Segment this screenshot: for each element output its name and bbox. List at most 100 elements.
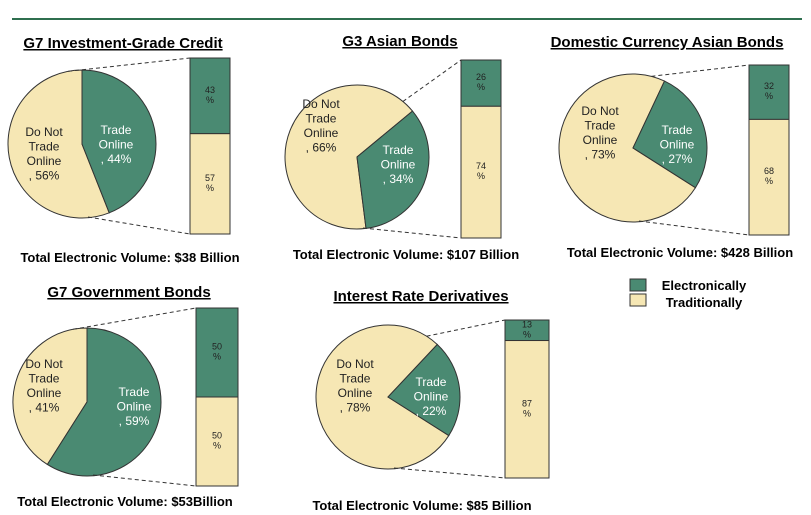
connector-top: [73, 307, 197, 330]
pie-slice-trade-online: [46, 327, 162, 477]
bar-label-traditional-line: 87: [522, 398, 532, 408]
total-volume: Total Electronic Volume: $428 Billion: [567, 245, 793, 260]
pie-label-trade-online-line: Trade: [662, 123, 693, 137]
connector-bottom: [638, 220, 750, 236]
bar-label-electronic-line: 13: [522, 319, 532, 329]
bar-label-electronic-line: %: [477, 82, 485, 92]
bar-label-electronic: 32%: [764, 81, 774, 101]
pie-slice-do-not-trade-online: [315, 324, 450, 470]
total-volume: Total Electronic Volume: $107 Billion: [293, 247, 519, 262]
pie-label-trade-online: Trade Online, 44%: [99, 123, 134, 166]
pie-label-trade-online-line: Online: [414, 390, 449, 404]
pie-slice-do-not-trade-online: [284, 84, 414, 230]
connector-top: [651, 64, 750, 77]
bar-label-electronic: 50%: [212, 342, 222, 362]
pie-label-do-not-trade-online-line: Online: [338, 386, 373, 400]
pie-label-do-not-trade-online-line: Do Not: [25, 125, 63, 139]
pie-label-do-not-trade-online-line: Do Not: [302, 97, 340, 111]
pie-label-trade-online-line: Trade: [383, 143, 414, 157]
pie-slice-trade-online: [81, 69, 157, 214]
legend-label-electronic: Electronically: [662, 278, 747, 293]
pie-label-do-not-trade-online-line: Do Not: [581, 104, 619, 118]
legend-label-traditional: Traditionally: [666, 295, 743, 310]
bar-label-traditional: 87%: [522, 398, 532, 418]
pie-label-trade-online-line: Online: [99, 138, 134, 152]
pie-label-trade-online-line: Trade: [119, 385, 150, 399]
connector-top: [402, 59, 462, 102]
pie-label-trade-online-line: , 44%: [101, 152, 132, 166]
pie-label-do-not-trade-online-line: Trade: [306, 112, 337, 126]
chart-title: Interest Rate Derivatives: [333, 288, 508, 305]
bar-label-electronic-line: 50: [212, 342, 222, 352]
bar-label-traditional-line: %: [523, 408, 531, 418]
bar-segment-traditional: [504, 340, 550, 479]
bar-segment-traditional: [189, 133, 231, 235]
pie-label-do-not-trade-online-line: Trade: [29, 140, 60, 154]
pie-label-trade-online: Trade Online, 34%: [381, 143, 416, 186]
pie-label-do-not-trade-online-line: Online: [304, 126, 339, 140]
bar-label-traditional: 50%: [212, 431, 222, 451]
connector-bottom: [87, 216, 191, 235]
bar-segment-electronic: [195, 307, 239, 398]
bar-label-traditional-line: 68: [764, 166, 774, 176]
pie-label-do-not-trade-online-line: Trade: [340, 372, 371, 386]
pie-label-do-not-trade-online-line: Trade: [585, 119, 616, 133]
pie-label-do-not-trade-online-line: , 41%: [29, 401, 60, 415]
chart-title: G7 Government Bonds: [47, 284, 210, 301]
pie-label-do-not-trade-online-line: , 73%: [585, 148, 616, 162]
pie-slice-trade-online: [632, 80, 708, 189]
pie-label-do-not-trade-online-line: Trade: [29, 372, 60, 386]
pie-label-trade-online-line: Online: [660, 138, 695, 152]
pie-label-do-not-trade-online: Do Not Trade Online, 73%: [581, 104, 619, 162]
connector-top: [68, 57, 191, 72]
bar-segment-traditional: [748, 118, 790, 236]
total-volume: Total Electronic Volume: $85 Billion: [312, 498, 531, 513]
bar-label-electronic: 13%: [522, 319, 532, 339]
bar-label-traditional-line: 57: [205, 173, 215, 183]
bar-label-electronic-line: 43: [205, 85, 215, 95]
pie-slice-do-not-trade-online: [7, 69, 110, 219]
pie-label-trade-online-line: , 22%: [416, 404, 447, 418]
pie-label-do-not-trade-online-line: Online: [27, 386, 62, 400]
pie-label-do-not-trade-online-line: , 56%: [29, 169, 60, 183]
pie-label-trade-online-line: Trade: [416, 375, 447, 389]
bar-label-electronic: 43%: [205, 85, 215, 105]
bar-label-traditional-line: %: [213, 441, 221, 451]
pie-label-do-not-trade-online-line: Do Not: [336, 357, 374, 371]
pie-label-trade-online: Trade Online, 22%: [414, 375, 449, 418]
bar-label-traditional-line: 74: [476, 161, 486, 171]
bar-segment-electronic: [460, 59, 502, 107]
pie-label-do-not-trade-online-line: , 66%: [306, 141, 337, 155]
bar-label-traditional: 68%: [764, 166, 774, 186]
pie-label-do-not-trade-online-line: Online: [583, 133, 618, 147]
legend-swatch-electronic: [629, 278, 647, 292]
connector-bottom: [393, 467, 506, 479]
bar-label-traditional-line: %: [206, 183, 214, 193]
pie-label-do-not-trade-online-line: Online: [27, 154, 62, 168]
connector-bottom: [362, 227, 462, 239]
bar-label-electronic-line: 32: [764, 81, 774, 91]
pie-label-do-not-trade-online-line: , 78%: [340, 401, 371, 415]
pie-label-do-not-trade-online: Do Not Trade Online, 56%: [25, 125, 63, 183]
chart-title: Domestic Currency Asian Bonds: [551, 34, 784, 51]
bar-label-electronic: 26%: [476, 72, 486, 92]
legend: Electronically Traditionally: [629, 278, 747, 310]
bar-label-electronic-line: %: [765, 91, 773, 101]
bar-label-traditional-line: %: [477, 171, 485, 181]
bar-segment-traditional: [195, 396, 239, 487]
bar-label-electronic-line: %: [206, 95, 214, 105]
pie-slice-trade-online: [356, 110, 430, 229]
pie-label-trade-online-line: Online: [381, 158, 416, 172]
pie-label-do-not-trade-online: Do Not Trade Online, 66%: [302, 97, 340, 155]
pie-label-trade-online: Trade Online, 27%: [660, 123, 695, 166]
pie-label-trade-online-line: , 34%: [383, 172, 414, 186]
connector-bottom: [92, 474, 197, 487]
bar-label-traditional-line: 50: [212, 431, 222, 441]
pie-slice-trade-online: [387, 343, 461, 437]
